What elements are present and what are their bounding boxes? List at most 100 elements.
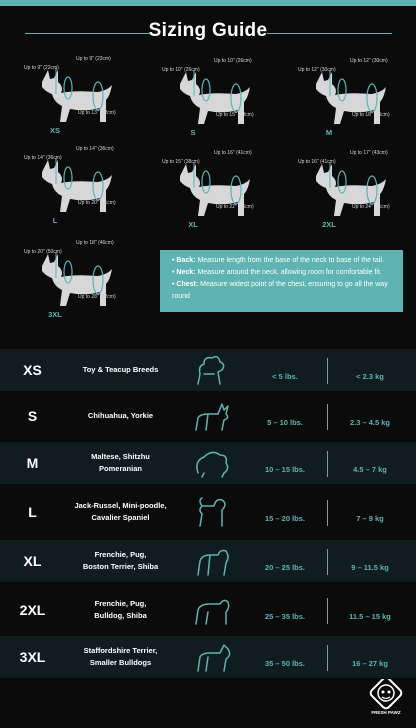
row-weight-lbs: 5 – 10 lbs. bbox=[267, 418, 303, 427]
size-label: L bbox=[52, 216, 58, 225]
dog-diagram-xs: Up to 9" (22cm) Up to 9" (22cm) Up to 13" … bbox=[12, 50, 132, 140]
row-weight-lbs: 10 – 15 lbs. bbox=[264, 465, 306, 474]
column-divider bbox=[327, 358, 328, 384]
row-weight-kg: 16 – 27 kg bbox=[352, 659, 388, 668]
dog-diagram-m: Up to 12" (30cm) Up to 12" (30cm) Up to 18… bbox=[286, 52, 406, 142]
chest-measure: Up to 18" (46cm) bbox=[352, 112, 390, 118]
dog-diagram-3xl: Up to 20" (50cm) Up to 18" (46cm) Up to 28… bbox=[12, 234, 132, 324]
back-measure: Up to 14" (36cm) bbox=[76, 146, 114, 152]
row-size-label: M bbox=[26, 455, 39, 471]
dog-silhouette-icon bbox=[42, 252, 112, 306]
size-table-row: 2XL Frenchie, Pug, Bulldog, Shiba 25 – 35 l… bbox=[0, 589, 416, 631]
size-label: S bbox=[190, 128, 196, 137]
breed-line: Bulldog, Shiba bbox=[94, 611, 147, 620]
staffordshire-icon bbox=[197, 644, 231, 672]
dog-silhouette-icon bbox=[180, 70, 250, 124]
size-table-row: S Chihuahua, Yorkie 5 – 10 lbs. 2.3 – 4.5 k… bbox=[0, 395, 416, 437]
chest-measure: Up to 20" (51cm) bbox=[78, 200, 116, 206]
neck-measure: Up to 14" (36cm) bbox=[24, 155, 62, 161]
size-table-row: L Jack-Russel, Mini-poodle, Cavalier Spani… bbox=[0, 491, 416, 533]
row-weight-kg: < 2.3 kg bbox=[356, 372, 384, 381]
column-divider bbox=[327, 645, 328, 671]
back-measure: Up to 12" (30cm) bbox=[350, 58, 388, 64]
breed-line: Maltese, Shitzhu bbox=[91, 452, 150, 461]
chest-measure: Up to 15" (38cm) bbox=[216, 112, 254, 118]
dog-silhouette-icon bbox=[316, 162, 386, 216]
info-chest: • Chest: Measure widest point of the che… bbox=[172, 281, 388, 300]
breed-line: Jack-Russel, Mini-poodle, bbox=[74, 501, 167, 510]
row-weight-lbs: < 5 lbs. bbox=[272, 372, 298, 381]
row-size-label: L bbox=[28, 504, 37, 520]
dog-silhouette-icon bbox=[316, 70, 386, 124]
size-table-row: 3XL Staffordshire Terrier, Smaller Bulldog… bbox=[0, 636, 416, 678]
row-weight-kg: 4.5 – 7 kg bbox=[353, 465, 387, 474]
breed-line: Frenchie, Pug, bbox=[94, 599, 147, 608]
title-divider-left bbox=[25, 33, 150, 34]
dog-diagram-l: Up to 14" (36cm) Up to 14" (36cm) Up to 20… bbox=[12, 140, 132, 230]
row-weight-kg: 2.3 – 4.5 kg bbox=[349, 418, 391, 427]
row-weight-lbs: 25 – 35 lbs. bbox=[264, 612, 306, 621]
chest-measure: Up to 28" (72cm) bbox=[78, 294, 116, 300]
row-weight-kg: 7 – 9 kg bbox=[356, 514, 384, 523]
breed-line: Toy & Teacup Breeds bbox=[82, 365, 159, 374]
size-label: XS bbox=[49, 126, 60, 135]
dog-diagram-xl: Up to 15" (38cm) Up to 16" (41cm) Up to 22… bbox=[150, 144, 270, 234]
row-weight-lbs: 20 – 25 lbs. bbox=[264, 563, 306, 572]
size-label: 3XL bbox=[48, 310, 62, 319]
size-table-row: XS Toy & Teacup Breeds < 5 lbs. < 2.3 kg bbox=[0, 349, 416, 391]
row-weight-kg: 11.5 – 15 kg bbox=[349, 612, 391, 621]
back-measure: Up to 9" (22cm) bbox=[76, 56, 111, 62]
dog-diagram-s: Up to 10" (26cm) Up to 10" (26cm) Up to 15… bbox=[150, 52, 270, 142]
size-label: 2XL bbox=[322, 220, 336, 229]
breed-line: Pomeranian bbox=[99, 464, 142, 473]
dog-silhouette-icon bbox=[180, 162, 250, 216]
row-breeds: Maltese, Shitzhu Pomeranian bbox=[68, 451, 173, 475]
row-size-label: 3XL bbox=[19, 649, 46, 665]
breed-line: Frenchie, Pug, bbox=[94, 550, 147, 559]
breed-line: Smaller Bulldogs bbox=[89, 658, 152, 667]
chest-measure: Up to 22" (56cm) bbox=[216, 204, 254, 210]
row-breeds: Frenchie, Pug, Boston Terrier, Shiba bbox=[68, 549, 173, 573]
breed-line: Boston Terrier, Shiba bbox=[82, 562, 159, 571]
top-accent-bar bbox=[0, 0, 416, 6]
back-measure: Up to 18" (46cm) bbox=[76, 240, 114, 246]
row-weight-lbs: 35 – 50 lbs. bbox=[264, 659, 306, 668]
size-table-row: M Maltese, Shitzhu Pomeranian 10 – 15 lbs. 4… bbox=[0, 442, 416, 484]
measurement-info-box: • Back: Measure length from the base of … bbox=[160, 250, 403, 312]
pomeranian-icon bbox=[196, 451, 229, 478]
back-measure: Up to 17" (43cm) bbox=[350, 150, 388, 156]
dog-silhouette-icon bbox=[42, 68, 112, 122]
info-neck: • Neck: Measure around the neck, allowin… bbox=[172, 269, 382, 276]
row-breeds: Jack-Russel, Mini-poodle, Cavalier Spanie… bbox=[68, 500, 173, 524]
neck-measure: Up to 10" (26cm) bbox=[162, 67, 200, 73]
row-size-label: 2XL bbox=[19, 602, 46, 618]
row-weight-lbs: 15 – 20 lbs. bbox=[264, 514, 306, 523]
column-divider bbox=[327, 598, 328, 624]
back-measure: Up to 16" (41cm) bbox=[214, 150, 252, 156]
neck-measure: Up to 9" (22cm) bbox=[24, 65, 59, 71]
dog-silhouette-icon bbox=[42, 158, 112, 212]
column-divider bbox=[327, 549, 328, 575]
column-divider bbox=[327, 404, 328, 430]
info-back: • Back: Measure length from the base of … bbox=[172, 257, 384, 264]
dog-diagram-2xl: Up to 16" (41cm) Up to 17" (43cm) Up to 24… bbox=[286, 144, 406, 234]
back-measure: Up to 10" (26cm) bbox=[214, 58, 252, 64]
row-size-label: XS bbox=[23, 362, 42, 378]
poodle-icon bbox=[199, 497, 226, 527]
bulldog-icon bbox=[195, 599, 230, 625]
row-size-label: S bbox=[27, 408, 38, 424]
fresh-pawz-logo-icon bbox=[369, 679, 403, 710]
breed-line: Staffordshire Terrier, bbox=[83, 646, 158, 655]
row-breeds: Staffordshire Terrier, Smaller Bulldogs bbox=[68, 645, 173, 669]
pug-icon bbox=[197, 549, 229, 576]
row-size-label: XL bbox=[23, 553, 42, 569]
size-table-row: XL Frenchie, Pug, Boston Terrier, Shiba 20 … bbox=[0, 540, 416, 582]
breed-line: Cavalier Spaniel bbox=[91, 513, 150, 522]
column-divider bbox=[327, 500, 328, 526]
logo-text: FRESH PAWZ bbox=[371, 710, 401, 715]
chest-measure: Up to 24" (61cm) bbox=[352, 204, 390, 210]
page-title: Sizing Guide bbox=[148, 20, 268, 41]
row-breeds: Chihuahua, Yorkie bbox=[68, 410, 173, 422]
poodle-toy-icon bbox=[197, 355, 225, 385]
neck-measure: Up to 16" (41cm) bbox=[298, 159, 336, 165]
